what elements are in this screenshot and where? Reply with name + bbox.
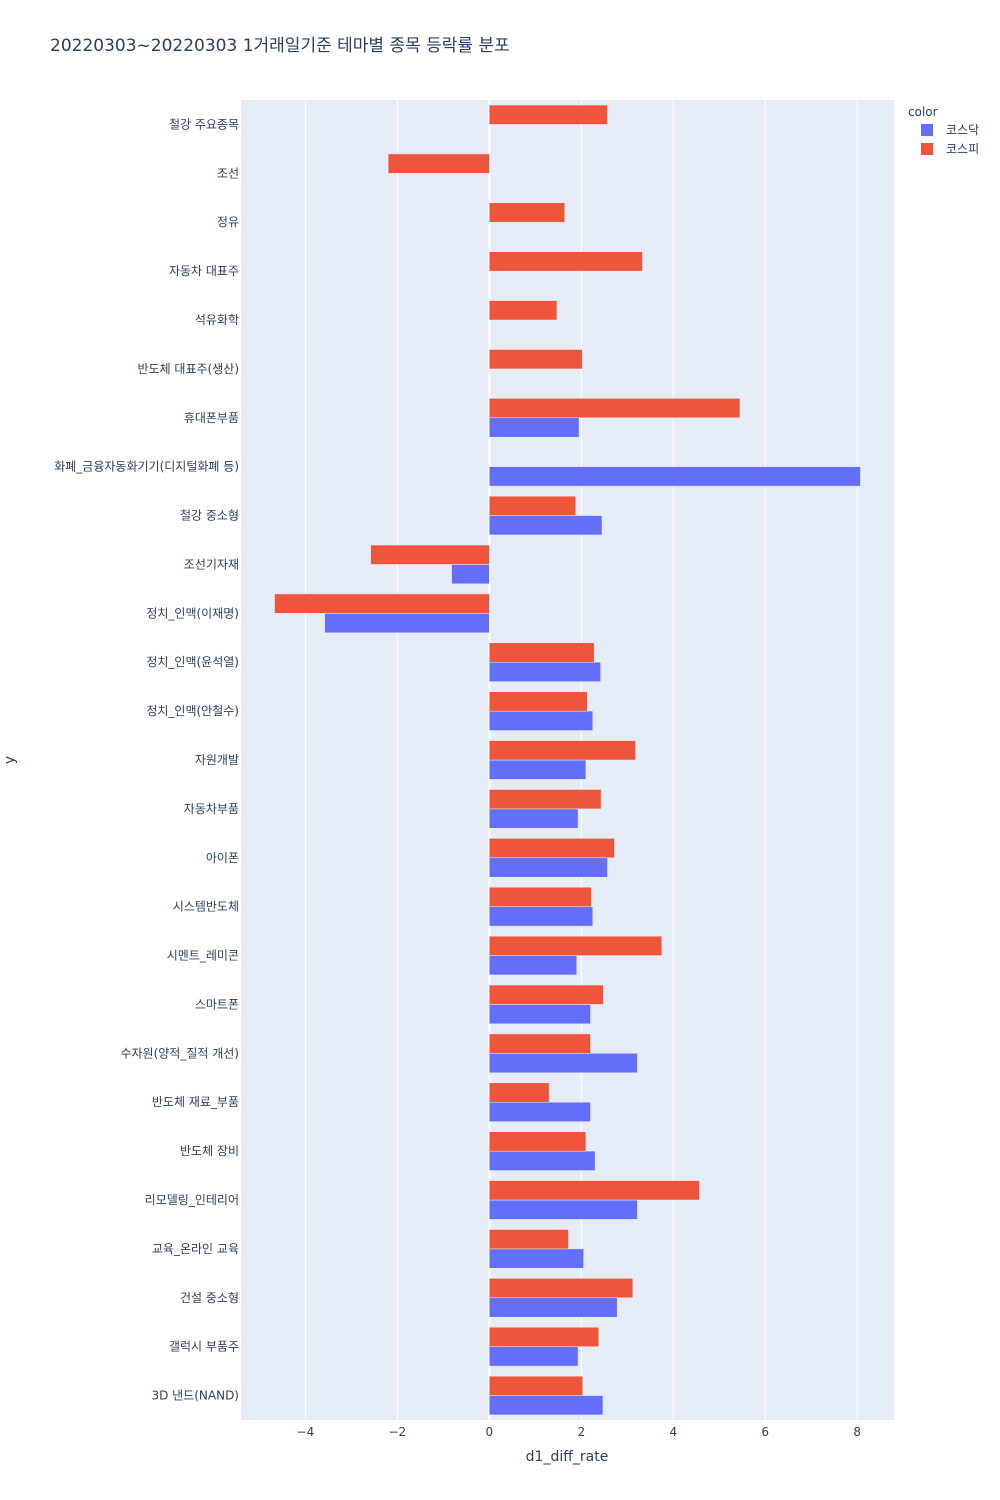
bar-kosdaq[interactable] (324, 613, 490, 633)
bar-kospi[interactable] (489, 1033, 591, 1054)
y-tick-label: 반도체 장비 (180, 1144, 239, 1158)
bar-kospi[interactable] (489, 740, 636, 761)
y-tick-label: 반도체 대표주(생산) (138, 362, 240, 376)
bar-kosdaq[interactable] (489, 417, 580, 438)
x-tick-label: 4 (669, 1425, 677, 1439)
bar-kospi[interactable] (489, 887, 592, 907)
bar-kosdaq[interactable] (451, 564, 490, 585)
bar-kospi[interactable] (489, 202, 565, 223)
y-tick-label: 석유화학 (195, 313, 239, 327)
bar-kospi[interactable] (489, 935, 663, 956)
x-tick-label: 0 (486, 1425, 494, 1439)
x-tick-label: −2 (389, 1425, 407, 1439)
bar-kospi[interactable] (489, 1131, 587, 1152)
x-tick-label: −4 (297, 1425, 315, 1439)
legend-swatch (921, 143, 933, 155)
bar-kospi[interactable] (489, 838, 615, 859)
bar-kospi[interactable] (370, 544, 490, 565)
legend-title: color (908, 105, 938, 119)
bar-kospi[interactable] (489, 300, 558, 321)
bar-kosdaq[interactable] (489, 759, 587, 780)
y-tick-label: 철강 중소형 (180, 509, 239, 523)
bars[interactable] (274, 104, 861, 1416)
bar-kosdaq[interactable] (489, 1248, 584, 1269)
y-tick-label: 정치_인맥(윤석열) (146, 655, 239, 669)
bar-kosdaq[interactable] (489, 1395, 604, 1416)
bar-kosdaq[interactable] (489, 1101, 591, 1122)
bar-kosdaq[interactable] (489, 1053, 638, 1073)
bar-kosdaq[interactable] (489, 515, 603, 536)
y-tick-label: 자동차 대표주 (169, 264, 239, 278)
y-tick-label: 리모델링_인테리어 (145, 1193, 239, 1207)
y-tick-label: 건설 중소형 (180, 1291, 239, 1305)
bar-kosdaq[interactable] (489, 857, 608, 878)
bar-kosdaq[interactable] (489, 710, 594, 731)
bar-kospi[interactable] (489, 1327, 600, 1347)
bar-kosdaq[interactable] (489, 466, 861, 487)
x-tick-label: 8 (853, 1425, 861, 1439)
legend-item-label[interactable]: 코스피 (946, 142, 979, 156)
y-tick-label: 아이폰 (206, 851, 239, 865)
bar-kospi[interactable] (489, 1229, 569, 1250)
x-tick-label: 6 (761, 1425, 769, 1439)
y-tick-label: 수자원(양적_질적 개선) (120, 1046, 239, 1060)
bar-kosdaq[interactable] (489, 1004, 591, 1025)
bar-kospi[interactable] (489, 104, 608, 125)
bar-kospi[interactable] (387, 153, 490, 174)
x-tick-labels: −4 −2 0 2 4 6 8 (297, 1425, 862, 1439)
bar-kospi[interactable] (489, 349, 583, 370)
y-tick-label: 시스템반도체 (173, 900, 239, 914)
bar-kosdaq[interactable] (489, 906, 594, 927)
bar-kospi[interactable] (489, 984, 604, 1005)
bar-kosdaq[interactable] (489, 808, 579, 829)
y-tick-label: 휴대폰부품 (184, 411, 239, 425)
bar-kosdaq[interactable] (489, 661, 601, 682)
bar-kosdaq[interactable] (489, 955, 577, 976)
bar-kosdaq[interactable] (489, 1199, 638, 1220)
y-tick-label: 철강 주요종목 (169, 117, 239, 131)
y-tick-label: 정유 (217, 215, 239, 229)
bar-kospi[interactable] (489, 1082, 550, 1103)
bar-kospi[interactable] (489, 691, 588, 712)
y-tick-label: 스마트폰 (195, 997, 239, 1011)
bar-kospi[interactable] (489, 642, 595, 663)
bar-kosdaq[interactable] (489, 1346, 579, 1367)
y-tick-label: 정치_인맥(안철수) (146, 704, 239, 718)
y-tick-label: 정치_인맥(이재명) (146, 606, 239, 620)
bar-kospi[interactable] (489, 495, 577, 516)
y-tick-label: 화폐_금융자동화기기(디지털화폐 등) (54, 460, 239, 474)
bar-kospi[interactable] (489, 251, 643, 272)
bar-kospi[interactable] (489, 398, 741, 419)
y-tick-label: 교육_온라인 교육 (152, 1242, 239, 1256)
y-tick-label: 갤럭시 부품주 (169, 1340, 239, 1354)
bar-kospi[interactable] (489, 1180, 700, 1201)
y-tick-label: 조선기자재 (184, 557, 239, 571)
y-tick-label: 자동차부품 (184, 802, 239, 816)
y-tick-label: 3D 낸드(NAND) (151, 1389, 239, 1403)
y-tick-label: 시멘트_레미콘 (167, 949, 239, 963)
x-tick-label: 2 (577, 1425, 585, 1439)
bar-kospi[interactable] (489, 1278, 634, 1299)
y-tick-label: 자원개발 (195, 753, 239, 767)
bar-kospi[interactable] (489, 1375, 583, 1396)
bar-kosdaq[interactable] (489, 1150, 596, 1171)
bar-kosdaq[interactable] (489, 1297, 618, 1318)
legend-item-label[interactable]: 코스닥 (946, 123, 979, 137)
bar-kospi[interactable] (489, 789, 602, 810)
chart-title: 20220303~20220303 1거래일기준 테마별 종목 등락률 분포 (50, 36, 510, 56)
legend-swatch (921, 124, 933, 136)
y-axis-title: y (2, 756, 18, 764)
y-tick-label: 조선 (217, 166, 239, 180)
bar-kospi[interactable] (274, 593, 490, 614)
x-axis-title: d1_diff_rate (526, 1449, 609, 1465)
y-tick-label: 반도체 재료_부품 (152, 1095, 239, 1109)
